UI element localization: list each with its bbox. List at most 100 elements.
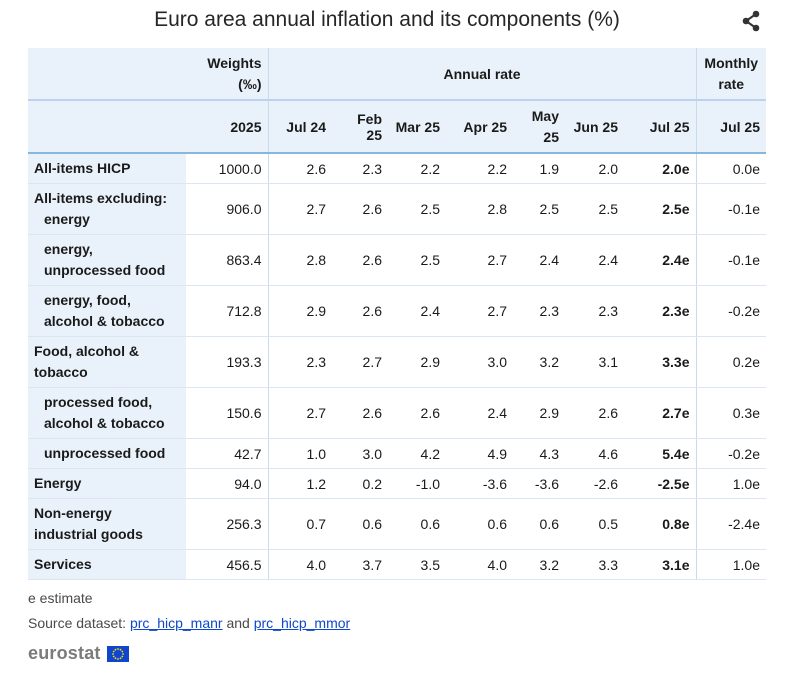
- table-row: Food, alcohol & tobacco 193.3 2.3 2.7 2.9 3.0 3…: [28, 336, 766, 388]
- table-cell: 2.6: [565, 387, 624, 439]
- row-label: Energy: [28, 468, 186, 499]
- row-label: Services: [28, 549, 186, 580]
- table-cell: 2.3: [267, 336, 332, 388]
- table-cell: 4.0: [446, 549, 513, 580]
- table-cell: 0.2: [332, 468, 388, 499]
- row-label: All-items excluding: energy: [28, 183, 186, 235]
- row-label-line-2: energy: [44, 211, 90, 227]
- table-cell: -3.6: [513, 468, 565, 499]
- source-conjunction: and: [226, 615, 250, 631]
- table-cell: 863.4: [186, 234, 268, 286]
- monthly-rate-header: Monthly rate: [695, 48, 766, 100]
- inflation-table: Weights (‰) Annual rate Monthly rate 202…: [28, 48, 766, 580]
- table-cell: 906.0: [186, 183, 268, 235]
- table-cell: 1.9: [513, 153, 565, 184]
- row-label-line-2: alcohol & tobacco: [44, 313, 165, 329]
- table-cell: 3.5: [388, 549, 446, 580]
- table-cell: 2.7: [446, 285, 513, 337]
- table-cell: 4.6: [565, 438, 624, 469]
- table-cell: 3.7: [332, 549, 388, 580]
- row-label-line-1: Food, alcohol &: [34, 343, 139, 359]
- row-label-line-2: tobacco: [34, 364, 88, 380]
- table-cell: 150.6: [186, 387, 268, 439]
- table-cell: 2.8: [267, 234, 332, 286]
- table-cell: 2.5: [388, 183, 446, 235]
- weights-header-label: Weights: [207, 54, 262, 71]
- row-label-line-1: unprocessed food: [44, 445, 166, 461]
- table-row: Non-energy industrial goods 256.3 0.7 0.6 0.6…: [28, 498, 766, 550]
- table-row: processed food, alcohol & tobacco 150.6 2.7…: [28, 387, 766, 439]
- table-cell: 2.6: [388, 387, 446, 439]
- row-label-line-1: processed food,: [44, 394, 153, 410]
- column-header: 2025: [186, 99, 268, 154]
- dataset-link-manr[interactable]: prc_hicp_manr: [129, 615, 223, 631]
- table-cell: 0.6: [332, 498, 388, 550]
- table-cell: -0.2e: [695, 285, 766, 337]
- table-cell: 0.3e: [695, 387, 766, 439]
- table-cell: 2.2: [388, 153, 446, 184]
- row-label-line-1: All-items excluding:: [34, 190, 168, 206]
- table-cell: 2.9: [267, 285, 332, 337]
- table-cell: 4.9: [446, 438, 513, 469]
- monthly-header-line-1: Monthly: [704, 54, 759, 71]
- table-cell: 3.3: [565, 549, 624, 580]
- table-cell: 2.4: [446, 387, 513, 439]
- table-row: energy, food, alcohol & tobacco 712.8 2.9 2.…: [28, 285, 766, 337]
- corner-cell: [28, 48, 186, 100]
- table-cell: 2.7e: [624, 387, 696, 439]
- table-cell: 1000.0: [186, 153, 268, 184]
- table-cell: 2.4: [565, 234, 624, 286]
- table-cell: 2.5: [565, 183, 624, 235]
- table-cell: 2.6: [267, 153, 332, 184]
- column-header: Jul 25: [624, 99, 696, 154]
- table-cell: 2.5e: [624, 183, 696, 235]
- table-row: Energy 94.0 1.2 0.2 -1.0 -3.6 -3.6 -2.6 -2.5e 1.0…: [28, 468, 766, 499]
- column-header: Feb 25: [332, 99, 388, 154]
- table-cell: 3.2: [513, 336, 565, 388]
- row-label-line-1: Energy: [34, 475, 82, 491]
- weights-header: Weights (‰): [186, 48, 268, 100]
- logo-text: eurostat: [28, 643, 101, 663]
- table-cell: 3.0: [446, 336, 513, 388]
- dataset-link-mmor[interactable]: prc_hicp_mmor: [253, 615, 351, 631]
- table-cell: 3.3e: [624, 336, 696, 388]
- weights-unit-label: (‰): [238, 75, 262, 92]
- table-cell: 2.5: [388, 234, 446, 286]
- column-header: Jul 25: [695, 99, 766, 154]
- table-cell: 456.5: [186, 549, 268, 580]
- source-line: Source dataset: prc_hicp_manr and prc_hi…: [28, 615, 350, 631]
- table-cell: 256.3: [186, 498, 268, 550]
- table-cell: 42.7: [186, 438, 268, 469]
- table-cell: -2.4e: [695, 498, 766, 550]
- estimate-note: e estimate: [28, 590, 93, 606]
- table-cell: -0.1e: [695, 183, 766, 235]
- source-prefix: Source dataset:: [28, 615, 127, 631]
- table-cell: 3.1e: [624, 549, 696, 580]
- share-icon[interactable]: [740, 10, 762, 32]
- table-cell: 193.3: [186, 336, 268, 388]
- table-row: All-items excluding: energy 906.0 2.7 2.6 2.5…: [28, 183, 766, 235]
- table-cell: -0.1e: [695, 234, 766, 286]
- row-label: energy, food, alcohol & tobacco: [28, 285, 186, 337]
- table-cell: 0.6: [388, 498, 446, 550]
- column-header: Mar 25: [388, 99, 446, 154]
- table-cell: 2.9: [388, 336, 446, 388]
- table-cell: 0.5: [565, 498, 624, 550]
- table-cell: 0.7: [267, 498, 332, 550]
- table-cell: 4.3: [513, 438, 565, 469]
- table-cell: 2.7: [267, 387, 332, 439]
- row-label-line-1: Non-energy: [34, 505, 112, 521]
- eurostat-logo: eurostat: [28, 643, 130, 663]
- table-body: All-items HICP 1000.0 2.6 2.3 2.2 2.2 1.9 2.0 2.…: [28, 153, 766, 580]
- table-cell: 2.4: [513, 234, 565, 286]
- table-cell: -3.6: [446, 468, 513, 499]
- row-label-line-2: industrial goods: [34, 526, 143, 542]
- table-cell: -1.0: [388, 468, 446, 499]
- table-cell: 2.4: [388, 285, 446, 337]
- table-row: All-items HICP 1000.0 2.6 2.3 2.2 2.2 1.9 2.0 2.…: [28, 153, 766, 184]
- chart-title: Euro area annual inflation and its compo…: [154, 8, 620, 31]
- row-label: unprocessed food: [28, 438, 186, 469]
- table-cell: 0.8e: [624, 498, 696, 550]
- table-cell: 2.3: [332, 153, 388, 184]
- monthly-header-line-2: rate: [718, 75, 745, 92]
